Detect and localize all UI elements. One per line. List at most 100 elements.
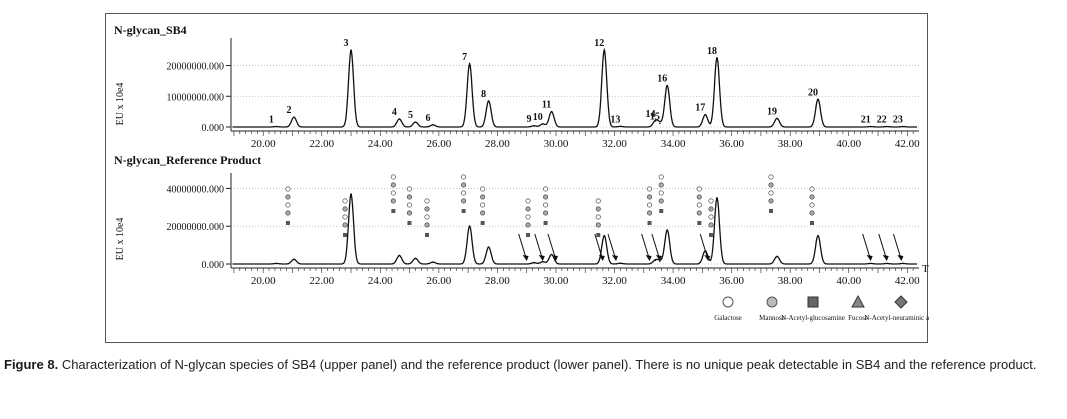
ref-glycan-structure-icon (708, 198, 714, 237)
glycan-residue-icon (708, 222, 714, 228)
sb4-x-tick-label: 24.00 (368, 138, 393, 150)
ref-peak-arrowhead (611, 255, 618, 261)
glycan-residue-icon (647, 186, 653, 192)
sb4-x-tick-label: 40.00 (836, 138, 861, 150)
glycan-residue-icon (809, 194, 815, 200)
sb4-x-tick-label: 22.00 (309, 138, 334, 150)
legend-triangle-icon (851, 294, 865, 308)
glycan-residue-icon (708, 214, 714, 220)
ref-glycan-structure-icon (342, 198, 348, 237)
glycan-residue-icon (647, 202, 653, 208)
ref-peak-point (293, 258, 295, 261)
sb4-peak-label: 6 (426, 113, 431, 124)
sb4-peak-point (432, 124, 434, 126)
ref-y-tick-label: 20000000.000 (167, 222, 225, 233)
sb4-y-tick-label: 0.000 (202, 123, 225, 134)
glycan-residue-icon (595, 206, 601, 212)
glycan-residue-icon (285, 202, 291, 208)
ref-x-tick-label: 42.00 (895, 275, 920, 287)
glycan-residue-icon (390, 182, 396, 188)
sb4-x-tick-label: 34.00 (661, 138, 686, 150)
sb4-peak-label: 2 (286, 105, 291, 116)
glycan-residue-icon (424, 214, 430, 220)
sb4-peak-label: 13 (610, 114, 620, 125)
sb4-x-tick-label: 20.00 (251, 138, 276, 150)
ref-glycan-structure-icon (647, 186, 653, 225)
glycan-residue-icon (406, 210, 412, 216)
sb4-peak-point (603, 49, 606, 51)
glycan-residue-icon (708, 198, 714, 204)
ref-peak-point (869, 262, 872, 265)
glycan-residue-icon (658, 198, 664, 204)
ref-x-tick-label: 34.00 (661, 275, 686, 287)
figure-frame: N-glycan_SB4 EU x 10e4 0.000 10000000.000 20… (105, 13, 929, 343)
ref-x-axis-label: Time (922, 263, 929, 275)
ref-x-tick-label: 30.00 (544, 275, 569, 287)
figure-label: Figure 8. (4, 357, 59, 372)
glycan-residue-icon (543, 202, 549, 208)
sb4-peak-label: 1 (269, 115, 274, 126)
sb4-peak-label: 15 (650, 111, 660, 122)
glycan-residue-icon (543, 186, 549, 192)
sb4-peak-label: 3 (344, 38, 349, 49)
sb4-peak-label: 8 (481, 89, 486, 100)
ref-y-axis-label: EU x 10e4 (115, 218, 126, 261)
sb4-peak-point (398, 118, 401, 120)
sb4-y-tick-label: 20000000.000 (167, 62, 225, 73)
sb4-peak-point (666, 84, 669, 87)
ref-peak-point (541, 260, 544, 263)
ref-x-tick-label: 28.00 (485, 275, 510, 287)
ref-glycan-structure-icon (390, 174, 396, 213)
glycan-residue-icon (658, 182, 664, 188)
ref-peak-point (619, 262, 622, 265)
ref-peak-arrowhead (655, 255, 662, 261)
ref-y-tick-label: 40000000.000 (167, 184, 225, 195)
glycan-residue-icon (461, 182, 467, 188)
sb4-x-tick-label: 32.00 (602, 138, 627, 150)
glycan-residue-icon (525, 206, 531, 212)
glycan-residue-icon (525, 222, 531, 228)
ref-x-tick-label: 38.00 (778, 275, 803, 287)
glycan-residue-icon (406, 194, 412, 200)
sb4-x-tick-label: 38.00 (778, 138, 803, 150)
glycan-residue-icon (543, 210, 549, 216)
glycan-residue-icon (285, 186, 291, 192)
glycan-residue-icon (480, 194, 486, 200)
sb4-x-tick-label: 28.00 (485, 138, 510, 150)
glycan-residue-icon (647, 221, 652, 225)
ref-peak-point (487, 246, 490, 248)
sb4-panel-title: N-glycan_SB4 (114, 23, 187, 37)
glycan-residue-icon (424, 198, 430, 204)
glycan-residue-icon (595, 198, 601, 204)
ref-peak-point (654, 259, 657, 262)
glycan-residue-icon (424, 206, 430, 212)
sb4-peak-label: 10 (533, 112, 543, 123)
glycan-residue-icon (596, 233, 601, 237)
ref-peak-point (716, 197, 718, 199)
ref-peak-point (468, 225, 471, 228)
glycan-residue-icon (768, 174, 774, 180)
sb4-y-tick-label: 10000000.000 (167, 92, 225, 103)
glycan-residue-icon (407, 221, 412, 225)
sb4-peak-label: 19 (767, 106, 777, 117)
glycan-residue-icon (391, 209, 396, 213)
glycan-residue-icon (461, 198, 467, 204)
legend-square-icon (807, 296, 819, 308)
glycan-residue-icon (809, 210, 815, 216)
ref-peak-arrowhead (866, 255, 873, 261)
glycan-residue-icon (390, 190, 396, 196)
sb4-peak-point (541, 123, 544, 125)
ref-glycan-structure-icon (543, 186, 549, 225)
glycan-residue-icon (647, 194, 653, 200)
ref-x-tick-label: 32.00 (602, 275, 627, 287)
ref-glycan-structure-icon (406, 186, 412, 225)
sb4-peak-label: 20 (808, 87, 818, 98)
glycan-residue-icon (285, 221, 290, 225)
glycan-residue-icon (461, 174, 467, 180)
legend-symbol (766, 296, 778, 308)
ref-peak-arrowhead (897, 255, 904, 261)
ref-glycan-structure-icon (768, 174, 774, 213)
glycan-residue-icon (424, 222, 430, 228)
sb4-peak-label: 16 (657, 74, 667, 85)
sb4-peak-point (414, 121, 417, 123)
